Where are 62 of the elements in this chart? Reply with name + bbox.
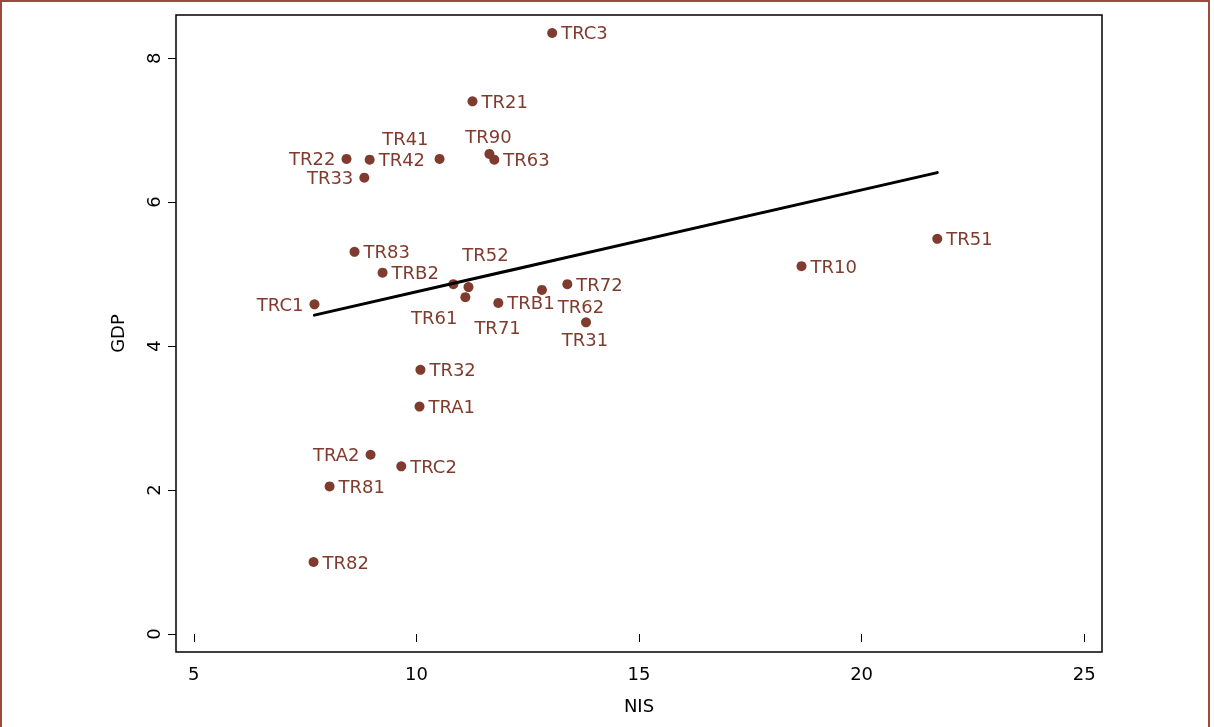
data-label: TRB1 — [506, 292, 555, 314]
x-axis-title: NIS — [623, 694, 655, 716]
x-tick-label: 25 — [1072, 662, 1096, 684]
point — [547, 28, 558, 38]
x-tick-label: 20 — [850, 662, 874, 684]
data-label: TRC2 — [409, 455, 457, 477]
point — [359, 172, 370, 183]
y-tick-label: 6 — [142, 196, 164, 208]
point — [562, 279, 573, 290]
point — [377, 267, 388, 278]
data-label: TRA1 — [427, 396, 476, 418]
point — [581, 317, 592, 328]
point — [434, 153, 445, 164]
data-label: TR41 — [381, 128, 429, 150]
y-tick-label: 8 — [142, 52, 164, 64]
point — [324, 481, 335, 492]
data-label: TR10 — [809, 255, 857, 277]
point — [489, 154, 500, 165]
point — [308, 557, 319, 568]
point — [932, 233, 943, 244]
y-tick-label: 0 — [142, 628, 164, 640]
data-label: TR63 — [502, 149, 550, 171]
point — [467, 96, 478, 107]
data-label: TR82 — [321, 551, 369, 573]
x-tick-label: 5 — [188, 662, 200, 684]
point — [536, 284, 547, 295]
point — [364, 154, 375, 165]
data-label: TRC1 — [255, 293, 304, 315]
data-label: TR22 — [288, 148, 336, 170]
data-label: TR71 — [473, 316, 521, 338]
data-label: TR90 — [464, 126, 512, 148]
data-label: TR61 — [410, 306, 458, 328]
y-tick-label: 4 — [142, 340, 164, 352]
point — [796, 261, 807, 272]
x-tick-label: 15 — [627, 662, 651, 684]
point — [415, 364, 426, 375]
data-label: TR81 — [337, 475, 385, 497]
data-label: TR21 — [480, 90, 528, 112]
data-label: TR32 — [428, 359, 476, 381]
point — [349, 246, 360, 257]
data-label: TR33 — [305, 167, 354, 189]
data-label: TR72 — [575, 273, 623, 295]
x-tick-label: 10 — [404, 662, 428, 684]
point — [309, 299, 320, 310]
point — [463, 282, 474, 293]
data-label: TRA2 — [312, 444, 360, 466]
point — [341, 153, 352, 164]
point — [414, 401, 425, 412]
data-label: TR62 — [556, 296, 605, 318]
data-label: TR83 — [362, 241, 410, 263]
data-label: TRC3 — [560, 22, 608, 44]
data-label: TR51 — [945, 228, 993, 250]
data-label: TR31 — [560, 328, 609, 350]
y-axis-title: GDP — [106, 314, 128, 353]
data-label: TR42 — [377, 149, 426, 171]
point — [493, 297, 504, 308]
point — [365, 449, 376, 460]
point — [396, 461, 407, 472]
data-label: TRB2 — [390, 262, 439, 284]
y-tick-label: 2 — [142, 484, 164, 496]
data-label: TR52 — [461, 243, 509, 265]
point — [460, 292, 471, 303]
